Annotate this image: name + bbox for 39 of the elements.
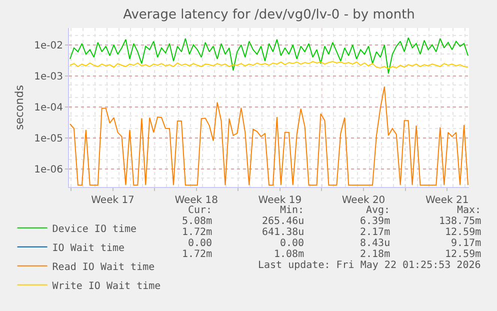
y-tick-label: 1e-04 xyxy=(34,102,63,114)
text: 2.17m xyxy=(360,227,390,238)
text: Last update: Fri May 22 01:25:53 2026 xyxy=(258,260,481,271)
x-tick-label: Week 17 xyxy=(91,195,134,206)
y-tick-label: 1e-03 xyxy=(34,71,63,82)
y-tick-label: 1e-02 xyxy=(34,40,63,52)
text: Min: xyxy=(280,205,304,216)
text: 8.43u xyxy=(360,238,390,249)
x-tick-label: Week 18 xyxy=(174,195,218,206)
legend-label: Read IO Wait time xyxy=(52,262,155,273)
text: 12.59m xyxy=(445,227,482,238)
line-series xyxy=(70,61,468,70)
text: 0.00 xyxy=(280,238,304,249)
text: Avg: xyxy=(366,205,390,216)
text: 138.75m xyxy=(439,216,482,227)
legend-label: Write IO Wait time xyxy=(52,280,161,292)
text: 0.00 xyxy=(188,238,212,249)
text: 6.39m xyxy=(360,216,390,227)
text: 9.17m xyxy=(451,238,482,249)
y-tick-label: 1e-05 xyxy=(34,133,63,144)
x-tick-label: Week 20 xyxy=(342,195,386,206)
text: 2.18m xyxy=(360,249,390,260)
text: 641.38u xyxy=(262,227,304,238)
x-tick-label: Week 21 xyxy=(425,195,469,206)
y-tick-label: 1e-06 xyxy=(34,164,63,176)
chart-title: Average latency for /dev/vg0/lv-0 - by month xyxy=(123,8,415,23)
text: 1.72m xyxy=(182,249,212,260)
text: Cur: xyxy=(188,205,212,216)
text: 12.59m xyxy=(445,249,482,260)
legend-label: Device IO time xyxy=(52,224,137,235)
line-series xyxy=(70,37,468,74)
text: 1.08m xyxy=(274,249,304,260)
x-tick-label: Week 19 xyxy=(258,195,302,206)
text: 265.46u xyxy=(262,216,304,227)
legend-label: IO Wait time xyxy=(52,242,125,254)
text: 5.08m xyxy=(182,216,212,227)
text: 1.72m xyxy=(182,227,212,238)
y-axis-title: seconds xyxy=(12,84,26,130)
text: Max: xyxy=(457,205,482,216)
